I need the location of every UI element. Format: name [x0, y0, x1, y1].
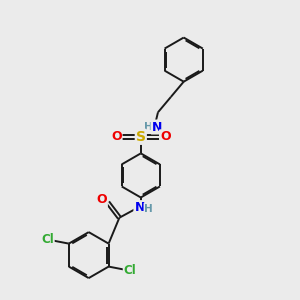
Text: S: S	[136, 130, 146, 144]
Text: O: O	[160, 130, 171, 143]
Text: H: H	[144, 122, 153, 132]
Text: N: N	[134, 201, 145, 214]
Text: H: H	[144, 203, 153, 214]
Text: Cl: Cl	[41, 233, 54, 246]
Text: O: O	[96, 194, 107, 206]
Text: N: N	[152, 121, 162, 134]
Text: O: O	[111, 130, 122, 143]
Text: Cl: Cl	[124, 264, 136, 278]
